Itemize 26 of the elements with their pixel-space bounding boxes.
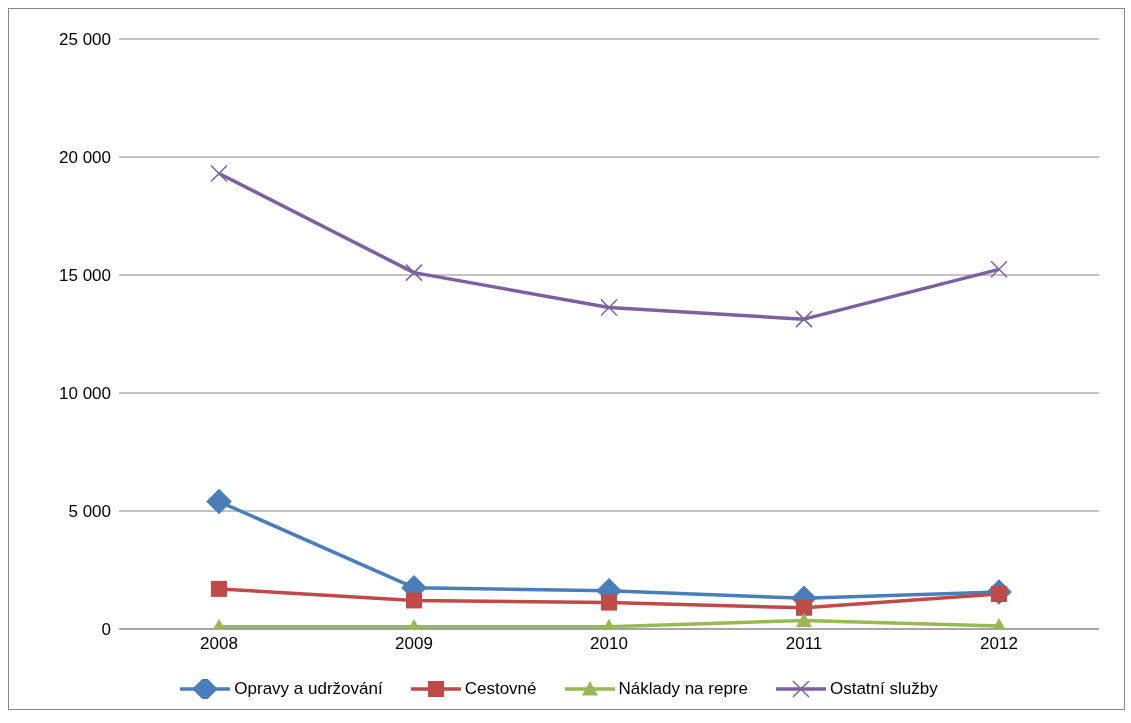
legend-label: Náklady na repre <box>618 679 748 699</box>
point <box>795 310 813 328</box>
y-tick-label: 25 000 <box>59 30 111 50</box>
legend-label: Cestovné <box>464 679 537 699</box>
y-tick-label: 0 <box>101 620 111 640</box>
x-tick-label: 2010 <box>590 634 628 654</box>
point <box>796 612 812 627</box>
point <box>601 594 617 611</box>
y-tick-label: 10 000 <box>59 384 111 404</box>
x-tick-label: 2011 <box>785 634 823 654</box>
legend-label: Ostatní služby <box>829 679 938 699</box>
y-tick-label: 15 000 <box>59 266 111 286</box>
y-tick-label: 5 000 <box>68 502 111 522</box>
point <box>206 488 232 515</box>
x-tick-label: 2008 <box>200 634 238 654</box>
y-tick-label: 20 000 <box>59 148 111 168</box>
legend-label: Opravy a udržování <box>234 679 383 699</box>
point <box>211 580 227 597</box>
point <box>405 263 423 282</box>
point <box>406 592 422 609</box>
point <box>210 164 228 183</box>
x-tick-label: 2009 <box>395 634 433 654</box>
point <box>600 298 618 317</box>
point <box>990 260 1008 279</box>
point <box>796 599 812 616</box>
x-tick-label: 2012 <box>980 634 1018 654</box>
